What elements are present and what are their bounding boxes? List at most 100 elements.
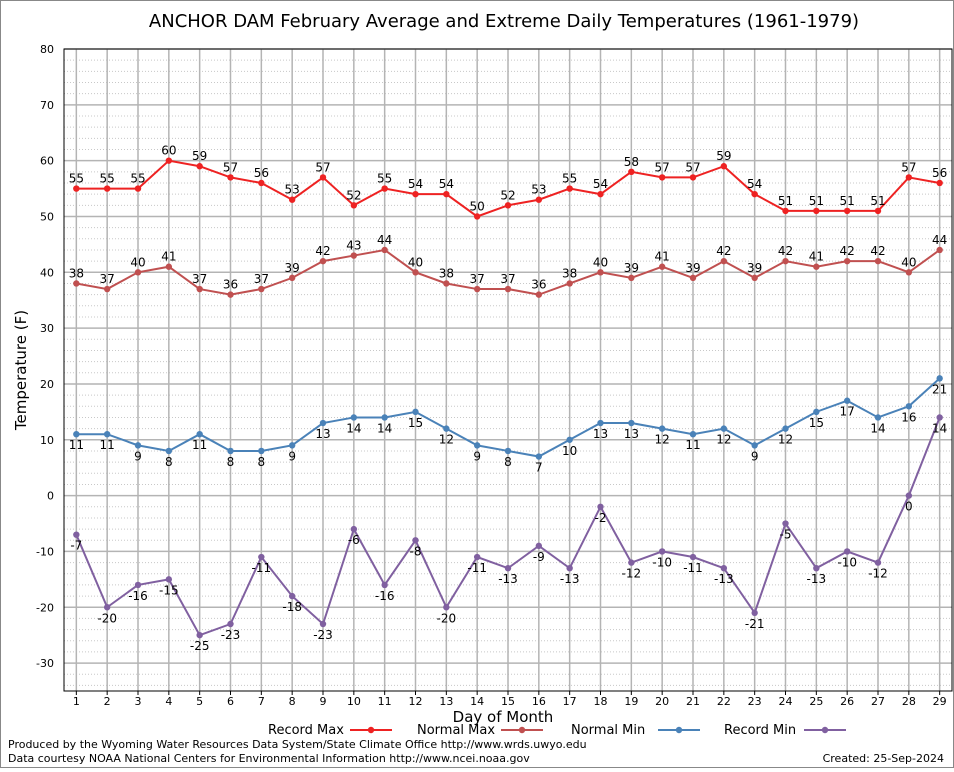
legend: Record Max Normal Max Normal Min Record Min [268, 723, 846, 738]
legend-marker-normal-max [518, 726, 526, 734]
record-min-data-label: 0 [905, 500, 913, 514]
y-tick-label: 40 [40, 266, 54, 279]
record-min-point [597, 503, 604, 510]
x-tick-label: 9 [320, 695, 327, 708]
record-min-data-label: -7 [70, 539, 82, 553]
legend-label-record-min: Record Min [724, 723, 796, 738]
credit-line-2: Data courtesy NOAA National Centers for … [8, 752, 530, 765]
x-tick-label: 23 [748, 695, 762, 708]
x-tick-label: 7 [258, 695, 265, 708]
normal-max-point [504, 285, 512, 293]
y-tick-label: 80 [40, 43, 54, 56]
record-max-point [443, 190, 450, 198]
x-axis-label: Day of Month [453, 708, 554, 726]
record-min-data-label: -5 [780, 528, 792, 542]
normal-min-data-label: 21 [932, 382, 947, 396]
normal-max-data-label: 41 [161, 250, 176, 264]
record-min-point [566, 564, 573, 572]
normal-max-data-label: 42 [716, 244, 731, 258]
record-min-point [443, 604, 450, 611]
record-max-point [165, 157, 173, 164]
record-min-data-label: -6 [348, 533, 360, 547]
record-max-point [504, 202, 512, 209]
record-min-data-label: -13 [714, 572, 734, 586]
chart-title: ANCHOR DAM February Average and Extreme … [149, 11, 859, 32]
y-tick-label: 50 [40, 210, 54, 223]
record-max-data-label: 55 [100, 172, 115, 186]
normal-max-data-label: 42 [870, 244, 885, 258]
y-tick-label: 0 [47, 490, 54, 503]
record-max-point [412, 190, 419, 198]
legend-marker-record-min [821, 726, 829, 734]
record-max-point [319, 174, 327, 181]
normal-max-data-label: 40 [130, 255, 145, 269]
normal-max-point [751, 274, 758, 282]
record-max-data-label: 58 [624, 155, 639, 169]
normal-min-data-label: 8 [165, 455, 173, 469]
y-tick-label: 70 [40, 99, 54, 112]
record-min-point [412, 537, 419, 544]
normal-min-data-label: 7 [535, 461, 543, 475]
record-max-data-label: 54 [408, 177, 423, 191]
x-tick-label: 1 [73, 695, 80, 708]
normal-min-point [597, 419, 604, 427]
record-max-data-label: 51 [840, 194, 855, 208]
record-max-point [566, 185, 573, 192]
normal-min-data-label: 14 [870, 421, 885, 435]
x-tick-label: 24 [779, 695, 793, 708]
record-max-data-label: 51 [809, 194, 824, 208]
record-max-data-label: 59 [192, 149, 207, 163]
x-tick-label: 12 [409, 695, 423, 708]
record-max-point [227, 174, 234, 181]
normal-min-data-label: 13 [315, 427, 330, 441]
record-min-point [813, 564, 820, 572]
record-max-data-label: 54 [747, 177, 762, 191]
y-tick-label: 10 [40, 434, 54, 447]
record-max-point [473, 213, 481, 220]
x-tick-label: 4 [165, 695, 172, 708]
record-max-point [73, 185, 80, 192]
normal-max-data-label: 38 [439, 266, 454, 280]
record-min-data-label: -20 [437, 611, 457, 625]
normal-min-data-label: 13 [593, 427, 608, 441]
normal-max-data-label: 38 [562, 266, 577, 280]
normal-max-point [597, 269, 604, 276]
record-min-point [134, 581, 142, 589]
record-max-data-label: 59 [716, 149, 731, 163]
record-min-data-label: -16 [128, 589, 148, 603]
record-min-point [227, 620, 234, 628]
legend-label-record-max: Record Max [268, 723, 344, 738]
normal-max-point [196, 285, 203, 293]
normal-max-point [288, 274, 296, 282]
record-min-point [628, 559, 635, 566]
record-max-point [103, 185, 111, 192]
x-tick-label: 14 [470, 695, 484, 708]
normal-max-data-label: 40 [408, 255, 423, 269]
normal-max-point [936, 246, 943, 254]
record-max-data-label: 54 [439, 177, 454, 191]
normal-max-point [319, 257, 327, 265]
record-max-point [288, 196, 296, 203]
record-max-point [258, 179, 265, 187]
record-min-data-label: -12 [622, 567, 642, 581]
normal-min-point [782, 425, 789, 432]
normal-min-data-label: 17 [840, 405, 855, 419]
record-max-point [350, 202, 358, 209]
normal-min-data-label: 10 [562, 444, 577, 458]
record-min-data-label: -20 [97, 611, 117, 625]
y-tick-label: -10 [36, 545, 54, 558]
normal-min-point [628, 419, 635, 427]
x-tick-label: 5 [196, 695, 203, 708]
record-max-point [782, 207, 789, 215]
record-max-data-label: 57 [315, 160, 330, 174]
legend-marker-record-max [367, 726, 375, 734]
normal-max-data-label: 39 [747, 261, 762, 275]
normal-max-point [165, 263, 173, 270]
normal-max-data-label: 39 [624, 261, 639, 275]
x-tick-label: 11 [378, 695, 392, 708]
normal-max-point [535, 291, 543, 298]
y-axis-label: Temperature (F) [12, 310, 30, 431]
x-tick-label: 8 [289, 695, 296, 708]
normal-min-point [566, 436, 573, 443]
